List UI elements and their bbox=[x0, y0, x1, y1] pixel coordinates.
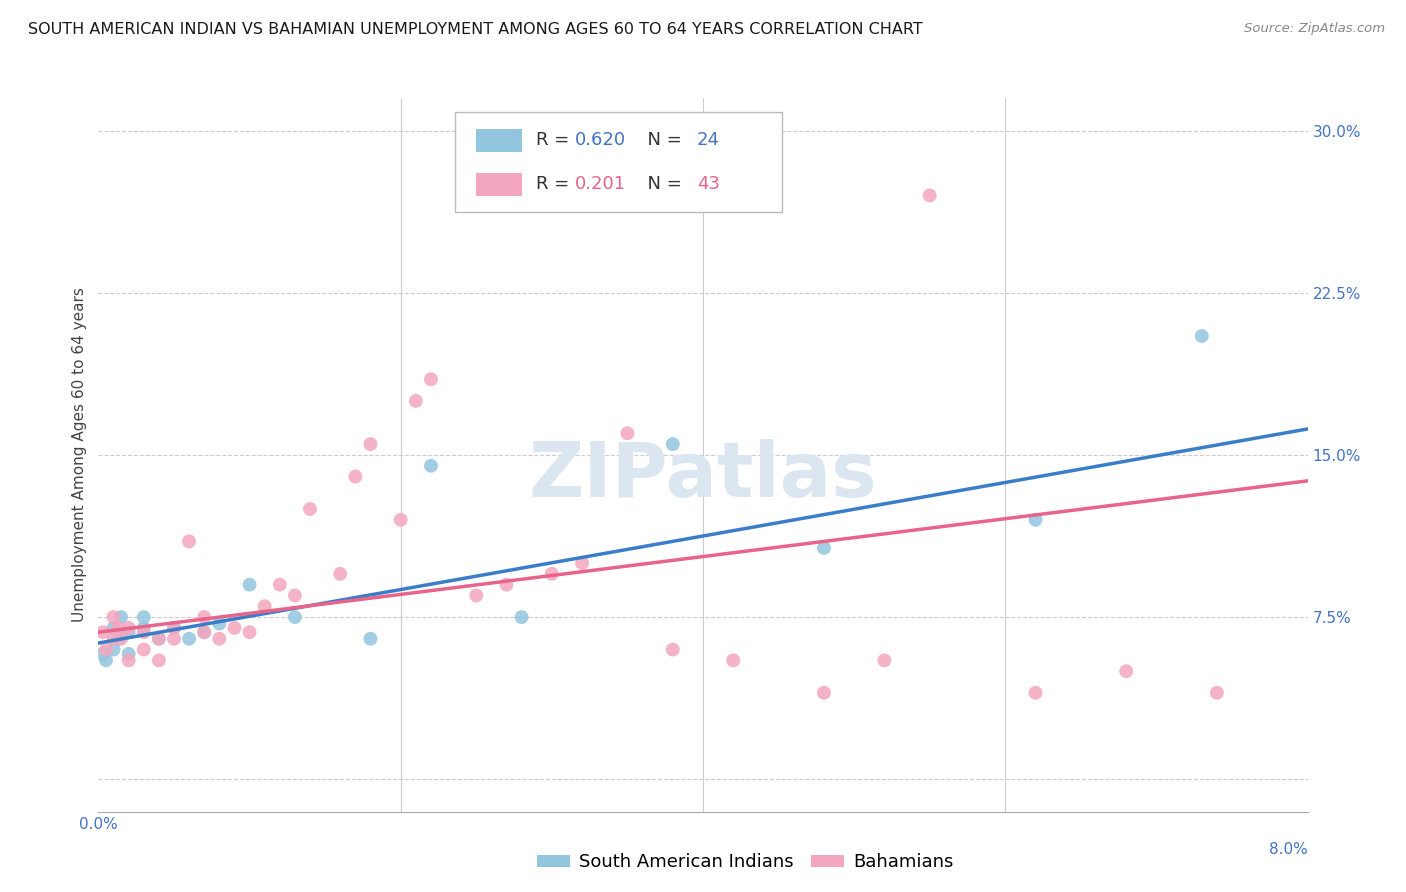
Point bbox=[813, 541, 835, 555]
Bar bbox=[475, 128, 522, 152]
Point bbox=[110, 632, 132, 646]
Text: SOUTH AMERICAN INDIAN VS BAHAMIAN UNEMPLOYMENT AMONG AGES 60 TO 64 YEARS CORRELA: SOUTH AMERICAN INDIAN VS BAHAMIAN UNEMPL… bbox=[28, 22, 922, 37]
Text: 8.0%: 8.0% bbox=[1268, 842, 1308, 857]
Point bbox=[813, 686, 835, 700]
Point bbox=[541, 566, 564, 581]
Point bbox=[103, 642, 125, 657]
Point bbox=[420, 372, 443, 386]
Point bbox=[284, 610, 307, 624]
Point bbox=[616, 426, 638, 441]
Point bbox=[208, 632, 231, 646]
Point bbox=[179, 534, 201, 549]
Point bbox=[132, 625, 155, 640]
Point bbox=[510, 610, 533, 624]
FancyBboxPatch shape bbox=[456, 112, 782, 212]
Text: 0.201: 0.201 bbox=[575, 176, 626, 194]
Point bbox=[344, 469, 367, 483]
Point bbox=[723, 653, 745, 667]
Point bbox=[107, 621, 129, 635]
Point bbox=[360, 437, 382, 451]
Point bbox=[284, 589, 307, 603]
Point bbox=[94, 653, 117, 667]
Point bbox=[239, 577, 262, 591]
Point bbox=[94, 642, 117, 657]
Text: N =: N = bbox=[637, 131, 688, 149]
Point bbox=[571, 556, 593, 570]
Text: ZIPatlas: ZIPatlas bbox=[529, 440, 877, 513]
Point bbox=[148, 653, 170, 667]
Point bbox=[91, 625, 114, 640]
Point bbox=[873, 653, 896, 667]
Point bbox=[299, 502, 322, 516]
Text: N =: N = bbox=[637, 176, 688, 194]
Point bbox=[107, 632, 129, 646]
Point bbox=[360, 632, 382, 646]
Text: Source: ZipAtlas.com: Source: ZipAtlas.com bbox=[1244, 22, 1385, 36]
Point bbox=[148, 632, 170, 646]
Point bbox=[1025, 686, 1047, 700]
Point bbox=[329, 566, 352, 581]
Point bbox=[420, 458, 443, 473]
Point bbox=[118, 653, 141, 667]
Point bbox=[269, 577, 291, 591]
Point bbox=[224, 621, 246, 635]
Point bbox=[1025, 513, 1047, 527]
Point bbox=[132, 610, 155, 624]
Text: 24: 24 bbox=[697, 131, 720, 149]
Point bbox=[389, 513, 412, 527]
Text: R =: R = bbox=[536, 131, 575, 149]
Point bbox=[239, 625, 262, 640]
Point bbox=[110, 610, 132, 624]
Point bbox=[662, 642, 685, 657]
Legend: South American Indians, Bahamians: South American Indians, Bahamians bbox=[530, 847, 960, 879]
Point bbox=[193, 610, 215, 624]
Point bbox=[1191, 329, 1213, 343]
Point bbox=[1206, 686, 1229, 700]
Text: R =: R = bbox=[536, 176, 575, 194]
Point bbox=[118, 621, 141, 635]
Y-axis label: Unemployment Among Ages 60 to 64 years: Unemployment Among Ages 60 to 64 years bbox=[72, 287, 87, 623]
Point bbox=[193, 625, 215, 640]
Point bbox=[405, 393, 427, 408]
Point bbox=[465, 589, 488, 603]
Point bbox=[179, 632, 201, 646]
Point bbox=[662, 437, 685, 451]
Point bbox=[148, 632, 170, 646]
Point bbox=[208, 616, 231, 631]
Point bbox=[193, 625, 215, 640]
Point bbox=[103, 632, 125, 646]
Point bbox=[918, 188, 941, 202]
Point bbox=[163, 621, 186, 635]
Point bbox=[118, 625, 141, 640]
Bar bbox=[475, 173, 522, 196]
Point bbox=[132, 642, 155, 657]
Point bbox=[163, 621, 186, 635]
Text: 43: 43 bbox=[697, 176, 720, 194]
Point bbox=[163, 632, 186, 646]
Point bbox=[118, 647, 141, 661]
Point bbox=[1115, 664, 1137, 678]
Text: 0.620: 0.620 bbox=[575, 131, 626, 149]
Point bbox=[103, 621, 125, 635]
Point bbox=[103, 610, 125, 624]
Point bbox=[253, 599, 276, 614]
Point bbox=[132, 621, 155, 635]
Point bbox=[495, 577, 517, 591]
Point bbox=[91, 647, 114, 661]
